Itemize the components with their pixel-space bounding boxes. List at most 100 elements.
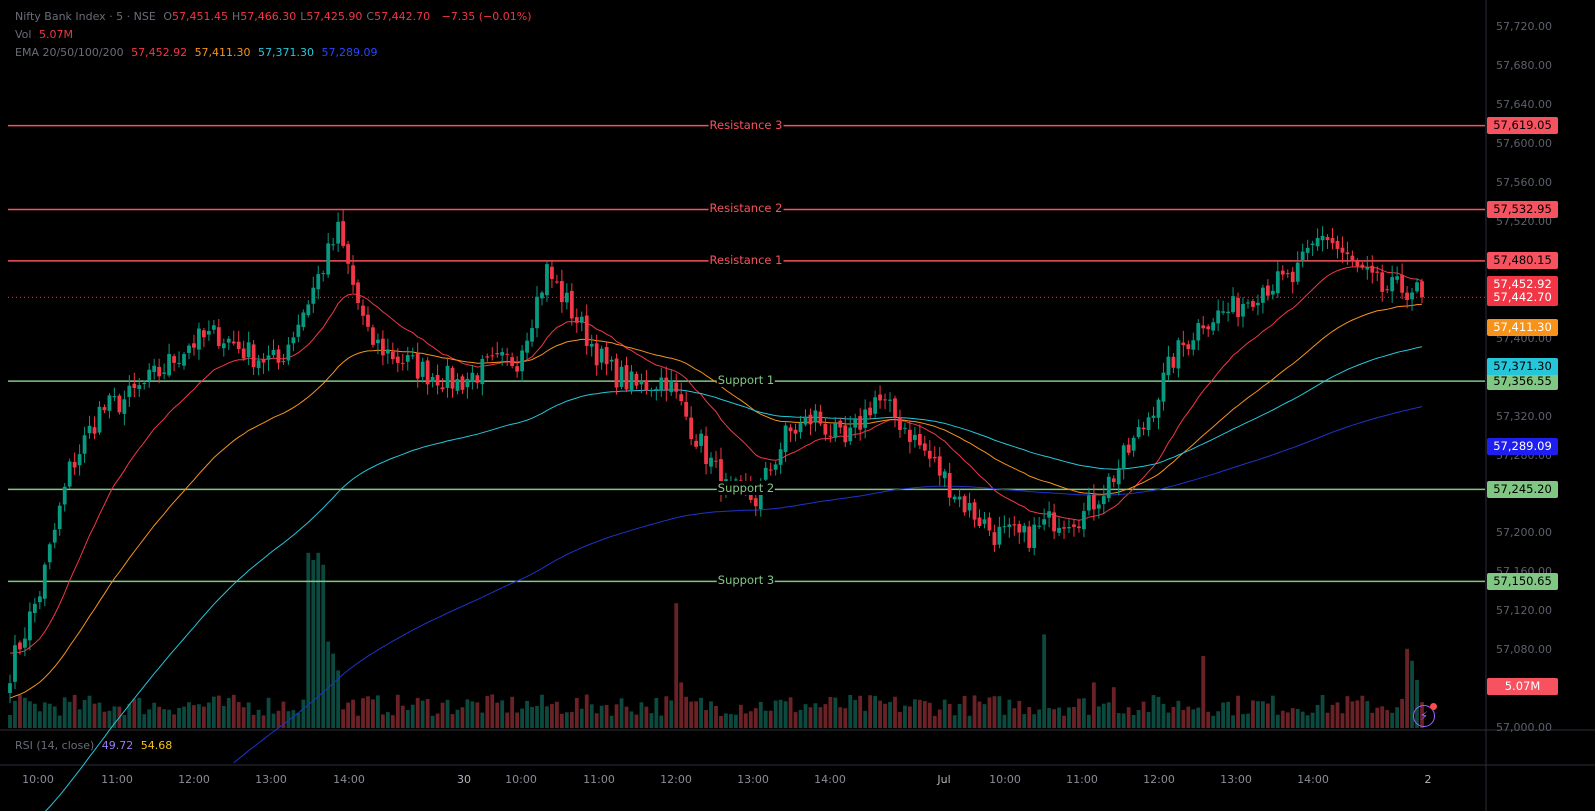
volume-label: Vol <box>15 28 32 41</box>
volume-bar <box>202 706 206 728</box>
ema20-value: 57,452.92 <box>131 46 188 59</box>
candle-body <box>251 344 256 368</box>
candle-body <box>1166 356 1171 376</box>
volume-bar <box>555 701 559 728</box>
volume-bar <box>1017 700 1022 728</box>
candle-body <box>1410 292 1414 300</box>
volume-bar <box>550 704 554 728</box>
candle-body <box>291 337 296 344</box>
candle-body <box>922 443 927 451</box>
volume-bar <box>246 702 251 728</box>
candle-body <box>1032 524 1037 548</box>
candle-body <box>490 355 495 357</box>
volume-bar <box>604 705 609 728</box>
candle-body <box>107 395 112 411</box>
volume-bar <box>957 704 962 728</box>
candle-body <box>1246 302 1250 304</box>
candle-body <box>1196 323 1201 341</box>
candle-body <box>425 360 430 385</box>
candle-body <box>18 642 22 650</box>
volume-bar <box>1062 715 1066 728</box>
volume-bar <box>589 704 594 728</box>
volume-bar <box>1136 710 1141 728</box>
candle-body <box>912 434 917 440</box>
candle-body <box>1290 271 1295 283</box>
candle-body <box>1231 296 1235 313</box>
lightning-alert-icon[interactable]: ⚡ <box>1413 703 1437 727</box>
volume-bar <box>346 702 350 728</box>
volume-bar <box>768 710 773 728</box>
candle-body <box>555 281 559 283</box>
candle-body <box>1415 282 1419 292</box>
volume-bar <box>1111 687 1116 728</box>
volume-bar <box>669 700 674 728</box>
candle-body <box>515 366 520 372</box>
candle-body <box>221 343 226 349</box>
volume-bar <box>266 697 271 728</box>
volume-bar <box>962 695 967 728</box>
candle-body <box>465 378 470 388</box>
volume-bar <box>326 641 331 728</box>
volume-bar <box>23 697 27 728</box>
candle-body <box>261 359 266 363</box>
candle-body <box>1380 272 1385 292</box>
ohlc-value: 57,466.30 <box>240 10 297 23</box>
ema200-line <box>233 406 1423 764</box>
volume-bar <box>485 695 490 728</box>
candle-body <box>664 377 669 390</box>
candle-body <box>172 356 176 363</box>
candle-body <box>1390 277 1395 292</box>
volume-bar <box>1116 713 1121 728</box>
candle-body <box>1126 444 1131 453</box>
candle-body <box>838 420 843 428</box>
candle-body <box>1067 527 1071 529</box>
volume-bar <box>545 706 549 728</box>
volume-bar <box>420 700 425 728</box>
volume-bar <box>992 696 997 728</box>
volume-bar <box>177 708 181 728</box>
candle-body <box>211 325 216 330</box>
volume-bar <box>361 698 365 728</box>
candle-body <box>1042 519 1047 525</box>
volume-bar <box>1047 708 1052 728</box>
candle-body <box>873 397 877 414</box>
candle-body <box>246 342 251 358</box>
candle-body <box>898 418 902 431</box>
rsi-label: RSI (14, close) <box>15 739 95 752</box>
volume-bar <box>376 695 380 728</box>
candle-body <box>1216 310 1221 324</box>
volume-bar <box>1390 712 1395 728</box>
volume-bar <box>654 698 659 728</box>
candle-body <box>589 343 594 347</box>
volume-bar <box>500 700 505 728</box>
candle-body <box>634 373 639 386</box>
candle-body <box>853 418 858 428</box>
volume-bar <box>738 704 743 728</box>
volume-bar <box>1410 660 1414 728</box>
volume-bar <box>1091 682 1096 728</box>
volume-bar <box>1151 695 1156 728</box>
volume-bar <box>1186 706 1191 728</box>
volume-bar <box>609 715 614 728</box>
volume-bar <box>997 696 1002 728</box>
volume-bar <box>435 713 440 728</box>
candle-body <box>316 274 321 290</box>
volume-bar <box>898 712 902 728</box>
candle-body <box>803 416 808 425</box>
volume-bar <box>62 697 67 728</box>
volume-bar <box>87 695 92 728</box>
volume-bar <box>27 701 32 728</box>
volume-bar <box>1305 715 1310 728</box>
time-tick-label: Jul <box>937 773 951 786</box>
volume-bar <box>863 710 868 728</box>
volume-bar <box>803 704 808 728</box>
volume-bar <box>743 713 748 728</box>
candle-body <box>967 503 972 511</box>
volume-bar <box>1201 656 1206 728</box>
volume-bar <box>1320 695 1325 728</box>
volume-bar <box>331 653 336 728</box>
volume-bar <box>142 714 147 728</box>
volume-bar <box>1290 708 1295 728</box>
candle-body <box>863 409 868 428</box>
